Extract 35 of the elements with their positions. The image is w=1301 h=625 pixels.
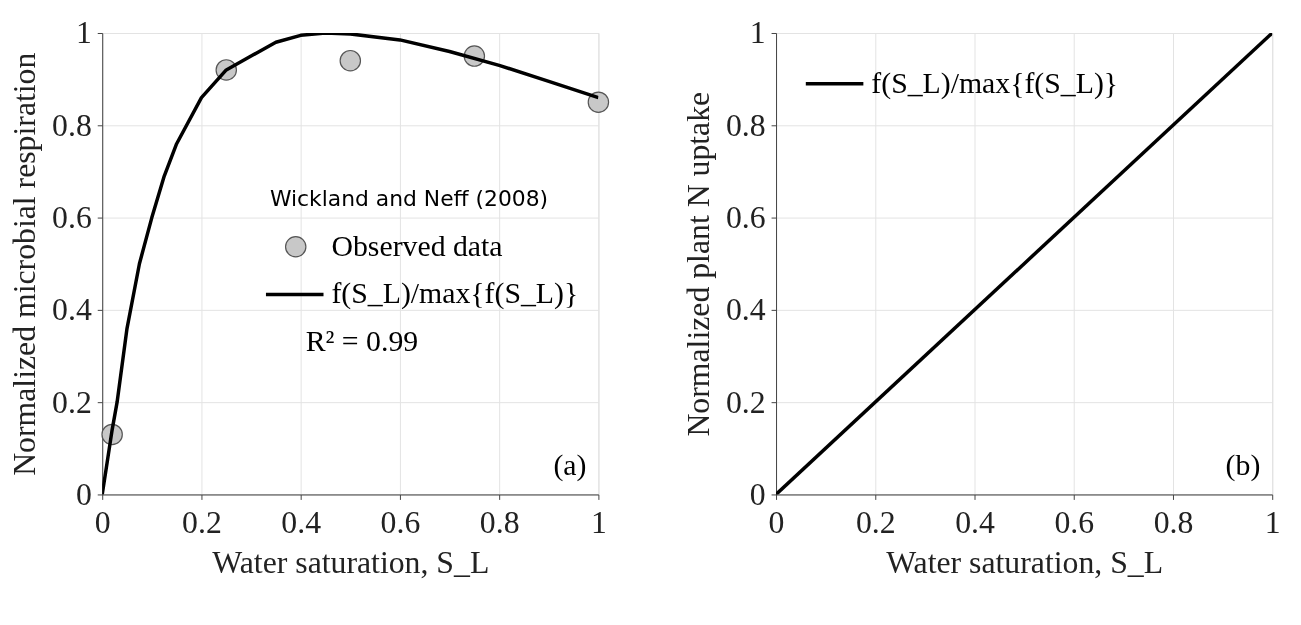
x-tick-label: 0.2: [182, 504, 222, 540]
y-tick-label: 0.8: [725, 107, 766, 143]
point: [587, 91, 610, 113]
x-axis-title: Water saturation, S_L: [886, 545, 1164, 581]
x-tick-label: 1: [590, 504, 607, 540]
x-tick-label: 0.6: [380, 504, 421, 540]
y-tick-label: 1: [749, 15, 766, 51]
legend-title: Wickland and Neff (2008): [269, 186, 549, 212]
x-tick-label: 0.4: [281, 504, 322, 540]
y-axis-title: Normalized microbial respiration: [7, 52, 43, 476]
legend-label: f(S_L)/max{f(S_L)}: [871, 65, 1119, 100]
x-tick-label: 0.6: [1054, 504, 1095, 540]
annotation: (a): [553, 447, 587, 482]
y-tick-label: 0.4: [52, 292, 92, 328]
y-tick-label: 0: [749, 476, 766, 512]
annotation: R² = 0.99: [305, 323, 419, 357]
x-tick-label: 0.8: [479, 504, 520, 540]
legend-label: Observed data: [331, 228, 503, 262]
x-tick-label: 0.2: [855, 504, 896, 540]
y-tick-label: 0.2: [725, 384, 766, 420]
y-tick-label: 0.6: [725, 200, 766, 235]
y-tick-label: 0.4: [725, 292, 766, 328]
annotation: (b): [1225, 447, 1261, 482]
x-axis-title: Water saturation, S_L: [212, 545, 490, 581]
y-axis-title: Normalized plant N uptake: [681, 91, 717, 437]
x-tick-label: 0.8: [1153, 504, 1194, 540]
y-tick-label: 0.8: [52, 107, 92, 143]
legend-label: f(S_L)/max{f(S_L)}: [331, 276, 579, 311]
y-tick-label: 1: [75, 15, 92, 51]
x-tick-label: 0.4: [955, 504, 995, 540]
y-tick-label: 0.6: [52, 200, 92, 235]
y-tick-label: 0: [75, 476, 92, 512]
point: [339, 49, 362, 72]
y-tick-label: 0.2: [52, 384, 92, 420]
x-tick-label: 1: [1264, 504, 1281, 540]
